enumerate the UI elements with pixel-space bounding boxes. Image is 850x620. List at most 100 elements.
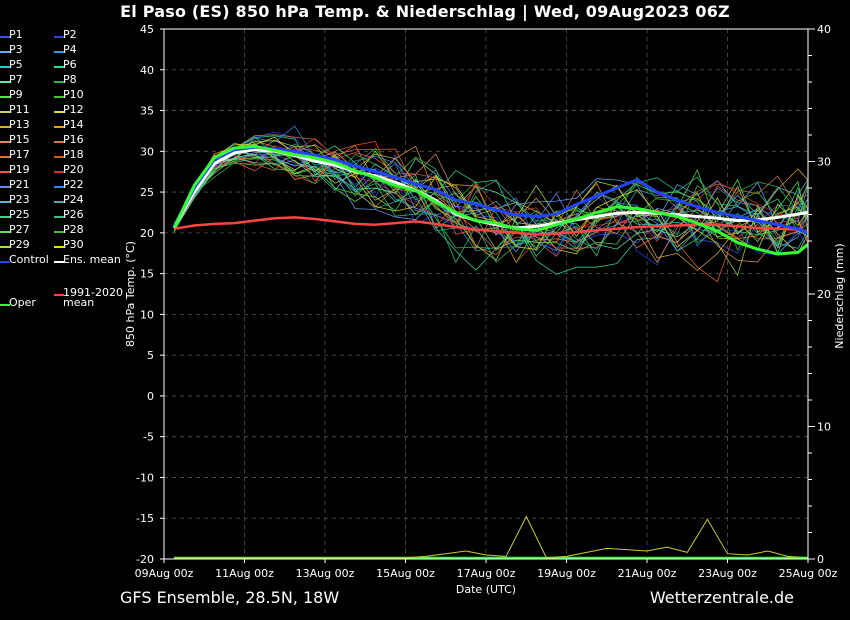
y-axis-left-ticks: -20 -15 -10 -5 0 5 10 15 20 25 30 35 40 45 xyxy=(136,23,164,566)
precipitation-lines xyxy=(174,515,809,560)
legend-swatch xyxy=(0,216,10,218)
grid-lines xyxy=(163,28,809,560)
x-tick-label: 25Aug 00z xyxy=(779,567,838,580)
legend-label: P22 xyxy=(63,178,84,191)
legend-label: P13 xyxy=(9,118,30,131)
legend-swatch xyxy=(54,156,64,158)
legend-swatch xyxy=(54,51,64,53)
y-axis-label-left: 850 hPa Temp. (°C) xyxy=(124,241,137,347)
legend-swatch xyxy=(0,66,10,68)
legend-swatch xyxy=(0,186,10,188)
ensemble-member-line xyxy=(173,139,809,263)
legend-swatch xyxy=(54,96,64,98)
x-tick-label: 23Aug 00z xyxy=(698,567,757,580)
x-tick-label: 15Aug 00z xyxy=(376,567,435,580)
legend-swatch xyxy=(0,111,10,113)
ensemble-member-line xyxy=(173,151,809,252)
y-tick-label: 45 xyxy=(140,23,154,36)
y-right-tick-label: 10 xyxy=(817,421,831,434)
legend-label: 1991-2020 mean xyxy=(63,286,123,309)
y-tick-label: 10 xyxy=(140,308,154,321)
main-series-lines xyxy=(172,144,809,256)
legend-label: P9 xyxy=(9,88,23,101)
legend-label: P29 xyxy=(9,238,30,251)
legend-label: P24 xyxy=(63,193,84,206)
legend-label: P26 xyxy=(63,208,84,221)
ensemble-member-line xyxy=(173,136,809,251)
x-tick-label: 17Aug 00z xyxy=(457,567,516,580)
x-tick-label: 19Aug 00z xyxy=(537,567,596,580)
y-tick-label: -5 xyxy=(143,431,154,444)
legend-swatch xyxy=(54,66,64,68)
legend-label: P16 xyxy=(63,133,84,146)
legend-label: P27 xyxy=(9,223,30,236)
legend-label: P10 xyxy=(63,88,84,101)
legend-swatch xyxy=(0,96,10,98)
legend-label: P11 xyxy=(9,103,30,116)
legend-label: P14 xyxy=(63,118,84,131)
legend-swatch xyxy=(0,156,10,158)
legend-label: P1 xyxy=(9,28,23,41)
legend-swatch xyxy=(0,246,10,248)
y-right-tick-label: 30 xyxy=(817,156,831,169)
y-tick-label: 0 xyxy=(147,390,154,403)
y-right-tick-label: 0 xyxy=(817,553,824,566)
legend-swatch xyxy=(54,246,64,248)
legend-label: Ens. mean xyxy=(63,253,121,266)
legend-swatch xyxy=(0,126,10,128)
chart-title: El Paso (ES) 850 hPa Temp. & Niederschla… xyxy=(120,2,730,21)
legend-swatch xyxy=(54,81,64,83)
ensemble-member-line xyxy=(173,140,809,277)
y-tick-label: 35 xyxy=(140,105,154,118)
y-right-tick-label: 40 xyxy=(817,23,831,36)
legend-label: P25 xyxy=(9,208,30,221)
legend-swatch xyxy=(54,231,64,233)
y-tick-label: 40 xyxy=(140,64,154,77)
legend-label: P30 xyxy=(63,238,84,251)
legend-label: Oper xyxy=(9,296,36,309)
precip-line xyxy=(174,515,809,559)
y-tick-label: 5 xyxy=(147,349,154,362)
legend-swatch xyxy=(0,261,10,263)
legend-label: P19 xyxy=(9,163,30,176)
legend-label: P12 xyxy=(63,103,84,116)
y-axis-label-right: Niederschlag (mm) xyxy=(833,243,846,348)
series-line-control xyxy=(172,145,809,235)
y-right-tick-label: 20 xyxy=(817,288,831,301)
legend-swatch xyxy=(0,141,10,143)
ensemble-member-line xyxy=(173,153,809,254)
y-axis-right-ticks: 0 10 20 30 40 xyxy=(808,23,831,566)
ensemble-member-line xyxy=(173,146,809,252)
legend-label: P3 xyxy=(9,43,23,56)
ensemble-member-line xyxy=(173,148,809,283)
series-line-oper xyxy=(172,144,809,256)
legend-swatch xyxy=(54,201,64,203)
legend-label: Control xyxy=(9,253,49,266)
legend-label: P18 xyxy=(63,148,84,161)
y-tick-label: 25 xyxy=(140,186,154,199)
legend-label: P2 xyxy=(63,28,77,41)
legend-swatch xyxy=(0,36,10,38)
ensemble-member-line xyxy=(173,143,809,264)
legend-label: P4 xyxy=(63,43,77,56)
legend-swatch xyxy=(0,304,10,306)
y-tick-label: -20 xyxy=(136,553,154,566)
legend-label: P28 xyxy=(63,223,84,236)
footer-source: Wetterzentrale.de xyxy=(649,588,794,607)
legend-swatch xyxy=(0,231,10,233)
legend-swatch xyxy=(54,141,64,143)
legend-swatch xyxy=(54,216,64,218)
y-tick-label: -10 xyxy=(136,471,154,484)
footer-model-info: GFS Ensemble, 28.5N, 18W xyxy=(120,588,340,607)
legend-swatch xyxy=(54,294,64,296)
x-tick-label: 09Aug 00z xyxy=(135,567,194,580)
legend-label: P15 xyxy=(9,133,30,146)
x-axis-ticks: 09Aug 00z 11Aug 00z 13Aug 00z 15Aug 00z 17Au… xyxy=(135,559,838,580)
ensemble-member-line xyxy=(173,137,809,242)
legend-label: P8 xyxy=(63,73,77,86)
legend-swatch xyxy=(54,186,64,188)
legend-label: P20 xyxy=(63,163,84,176)
ensemble-member-line xyxy=(173,134,809,250)
x-tick-label: 11Aug 00z xyxy=(215,567,274,580)
